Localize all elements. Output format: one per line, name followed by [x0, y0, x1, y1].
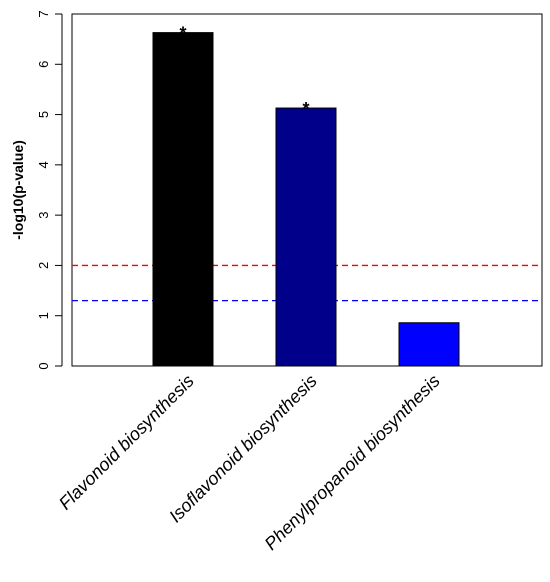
bars: [152, 32, 460, 367]
significance-star: *: [302, 99, 309, 119]
y-axis-title: -log10(p-value): [10, 140, 26, 240]
bar: [152, 32, 214, 367]
y-tick-label: 2: [36, 262, 51, 269]
significance-annotations: **: [179, 24, 309, 119]
y-tick-label: 5: [36, 111, 51, 118]
bar: [275, 107, 337, 367]
y-tick-label: 0: [36, 362, 51, 369]
y-tick-label: 6: [36, 61, 51, 68]
category-label: Flavonoid biosynthesis: [55, 371, 198, 514]
bar: [398, 322, 460, 367]
y-tick-label: 7: [36, 10, 51, 17]
significance-star: *: [179, 24, 186, 44]
y-tick-label: 1: [36, 312, 51, 319]
y-tick-label: 4: [36, 161, 51, 168]
y-tick-label: 3: [36, 212, 51, 219]
y-axis-ticks: 0 1 2 3 4 5 6 7: [36, 10, 62, 370]
